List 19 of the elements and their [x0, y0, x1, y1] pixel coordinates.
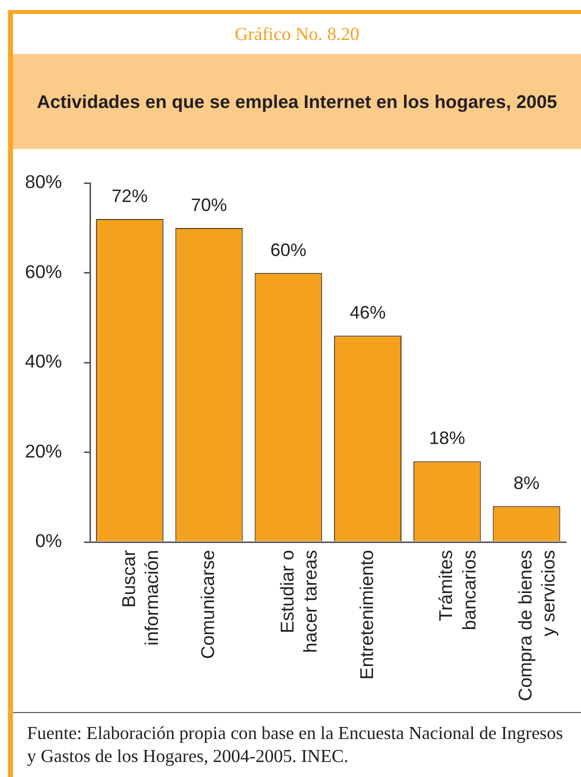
- x-tick-label: Trámites bancarios: [435, 550, 480, 630]
- chart-title: Actividades en que se emplea Internet en los hogares, 2005: [13, 54, 581, 149]
- x-tick-label: Buscar información: [118, 550, 162, 646]
- source-note: Fuente: Elaboración propia con base en la Encuesta Nacional de Ingresos y Gastos de los Hogares, 2004-2005. INEC.: [27, 722, 564, 768]
- y-tick-label: 80%: [24, 171, 62, 192]
- data-label: 60%: [270, 240, 306, 260]
- text: Gráfico No. 8.20: [234, 23, 360, 46]
- data-label: 18%: [429, 428, 466, 448]
- x-tick-label: Comunicarse: [197, 550, 218, 659]
- x-tick-label: Entretenimiento: [356, 550, 377, 680]
- data-label: 8%: [513, 473, 540, 494]
- y-tick-label: 40%: [24, 350, 62, 372]
- data-label: 70%: [191, 194, 228, 215]
- data-label: 46%: [350, 302, 386, 323]
- y-tick-label: 60%: [24, 260, 62, 282]
- data-label: 72%: [112, 186, 148, 206]
- x-tick-label: Estudiar o hacer tareas: [276, 550, 321, 653]
- y-tick-label: 0%: [35, 530, 62, 552]
- y-tick-label: 20%: [24, 440, 62, 462]
